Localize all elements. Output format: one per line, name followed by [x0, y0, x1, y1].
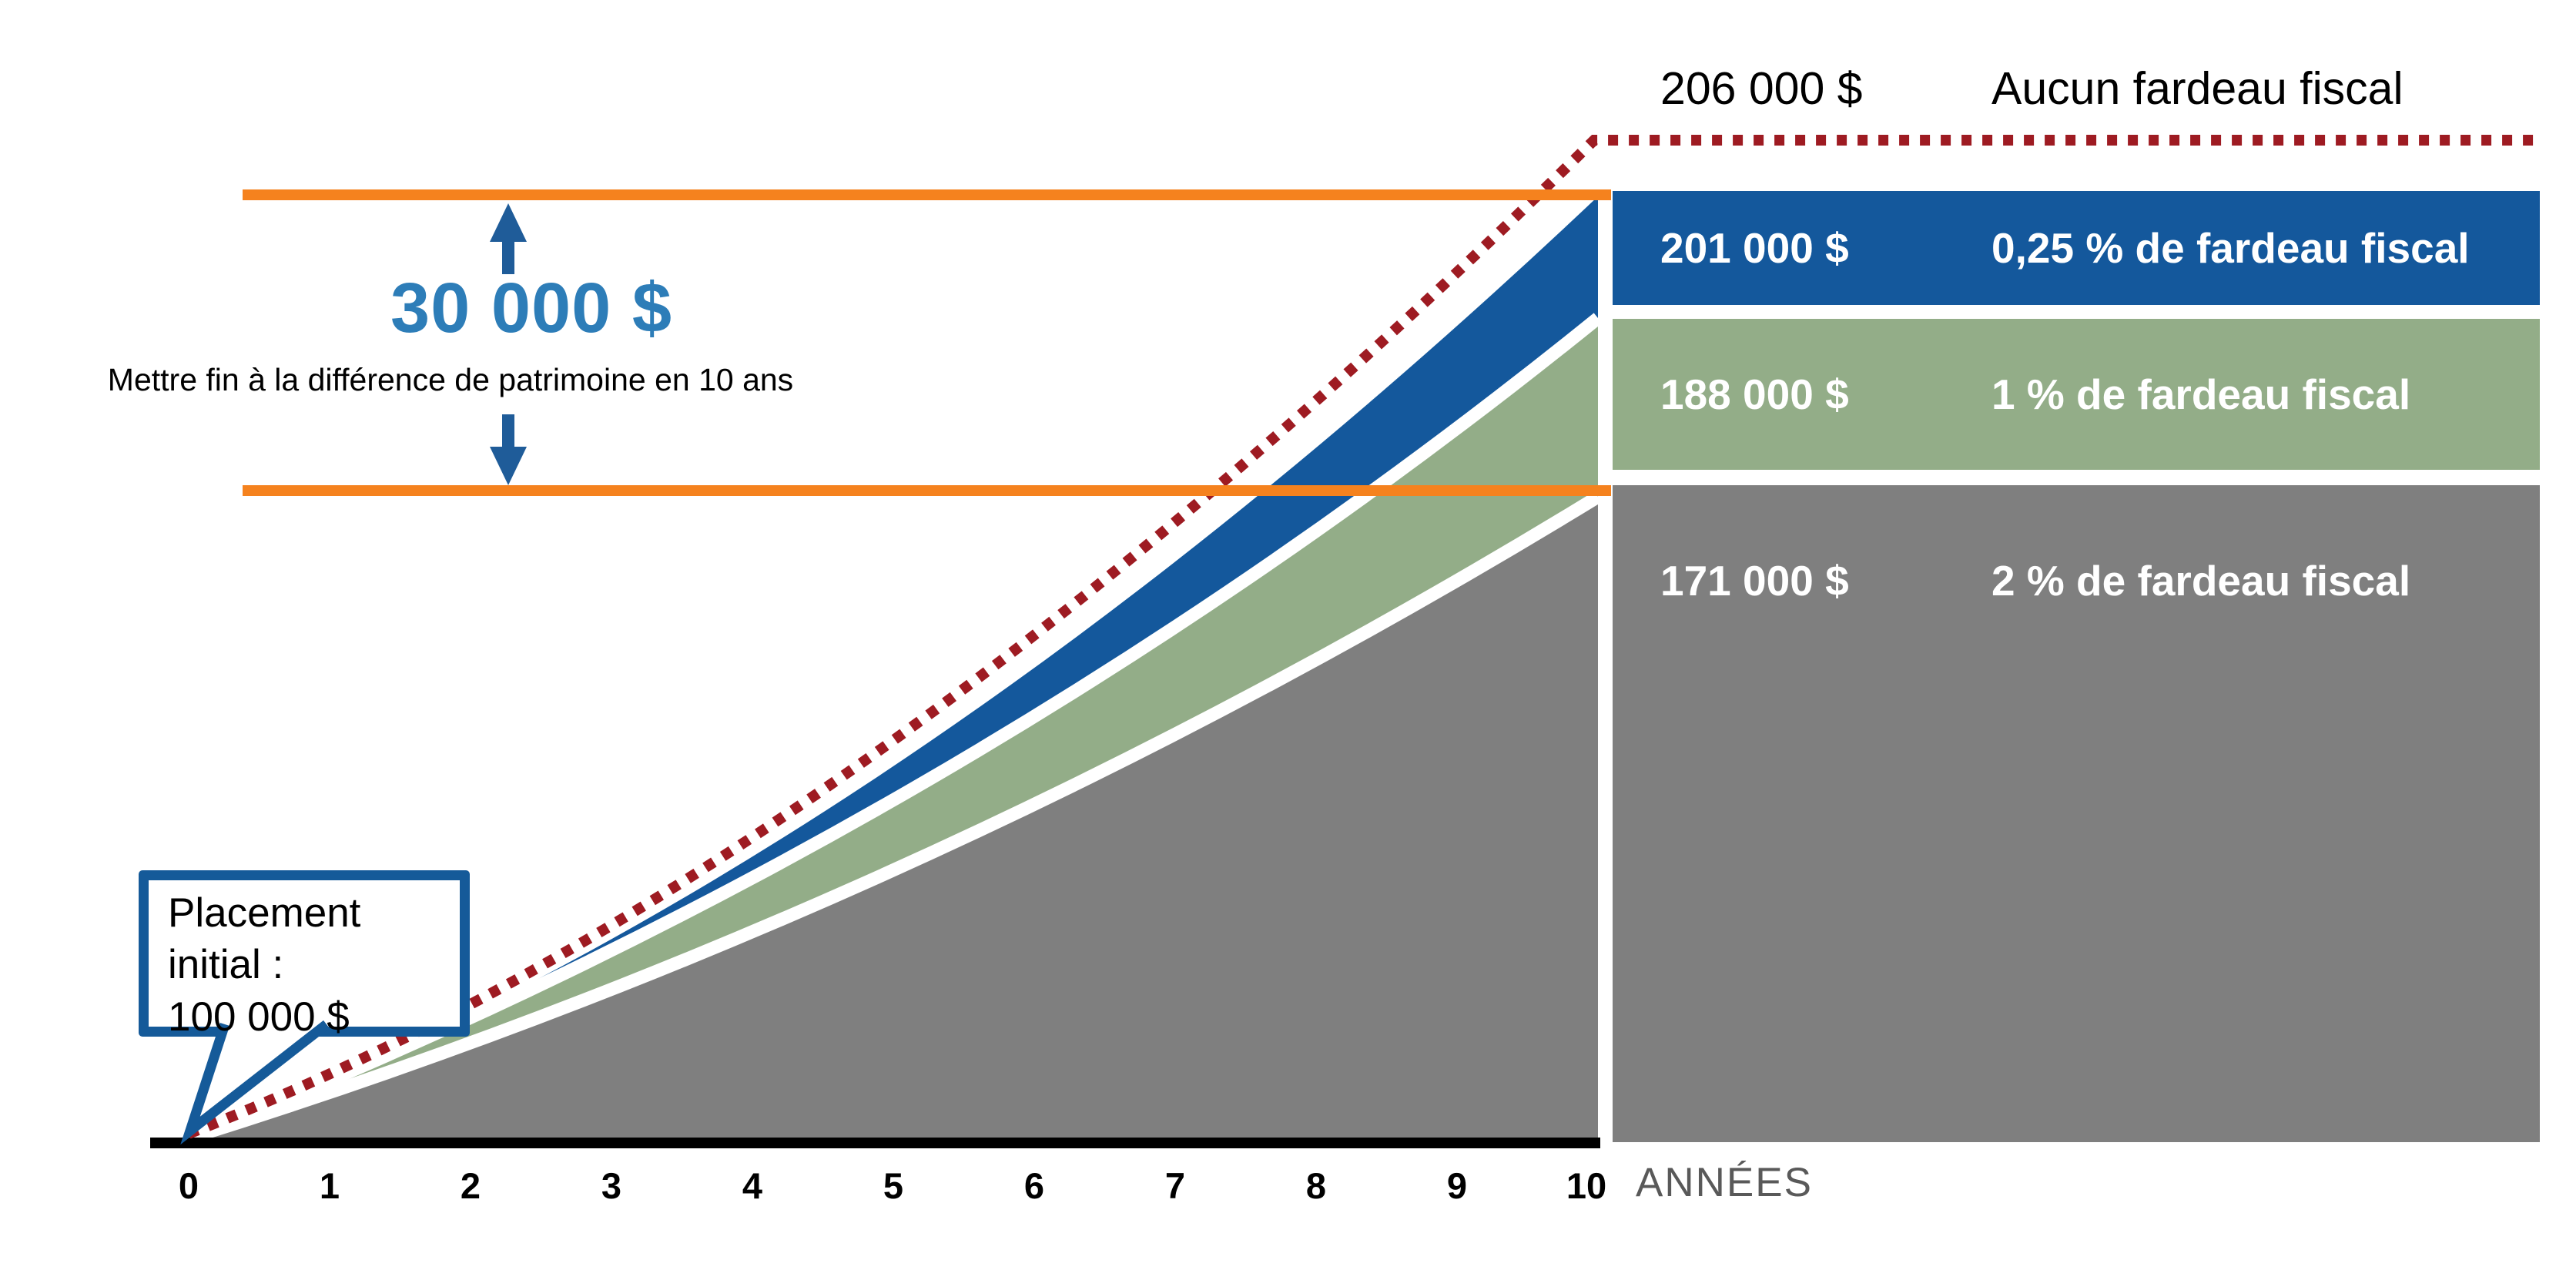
difference-note: Mettre fin à la différence de patrimoine… [107, 362, 794, 397]
orange-band-line-bottom [243, 485, 1611, 496]
x-tick-10: 10 [1566, 1165, 1607, 1206]
legend-label-no-tax: Aucun fardeau fiscal [1991, 63, 2403, 114]
x-tick-0: 0 [178, 1165, 199, 1206]
x-tick-8: 8 [1305, 1165, 1327, 1206]
x-tick-2: 2 [460, 1165, 481, 1206]
x-axis-line [150, 1138, 1600, 1148]
x-tick-4: 4 [742, 1165, 763, 1206]
legend-bar-2pct: 171 000 $ 2 % de fardeau fiscal [1613, 485, 2540, 1142]
initial-investment-callout [139, 870, 470, 1037]
legend-label-025pct: 0,25 % de fardeau fiscal [1991, 224, 2470, 272]
arrow-down-icon [490, 414, 527, 485]
arrow-up-icon [490, 203, 527, 274]
legend-label-1pct: 1 % de fardeau fiscal [1991, 370, 2411, 418]
x-tick-9: 9 [1446, 1165, 1468, 1206]
x-axis-title: ANNÉES [1636, 1160, 1813, 1205]
x-tick-5: 5 [883, 1165, 904, 1206]
legend-value-025pct: 201 000 $ [1660, 224, 1849, 272]
x-tick-1: 1 [319, 1165, 340, 1206]
initial-investment-line2: 100 000 $ [168, 994, 350, 1040]
legend-value-1pct: 188 000 $ [1660, 370, 1849, 418]
legend-value-2pct: 171 000 $ [1660, 557, 1849, 605]
dotted-series-no-tax [186, 135, 2534, 1139]
callout-tail [180, 1020, 330, 1145]
separator-blue-green [186, 313, 1603, 1144]
legend-row-no-tax: 206 000 $ Aucun fardeau fiscal [1613, 63, 2540, 114]
initial-investment-text: Placement initial : 100 000 $ [168, 887, 461, 1043]
difference-amount: 30 000 $ [390, 269, 673, 347]
legend-bar-025pct: 201 000 $ 0,25 % de fardeau fiscal [1613, 191, 2540, 305]
area-series-2pct [189, 497, 1598, 1138]
initial-investment-line1: Placement initial : [168, 890, 361, 988]
x-tick-3: 3 [601, 1165, 622, 1206]
legend-bar-1pct: 188 000 $ 1 % de fardeau fiscal [1613, 319, 2540, 470]
separator-green-gray [186, 491, 1602, 1145]
orange-band-line-top [243, 189, 1611, 200]
legend-label-2pct: 2 % de fardeau fiscal [1991, 557, 2411, 605]
legend-value-no-tax: 206 000 $ [1660, 63, 1863, 114]
x-tick-6: 6 [1023, 1165, 1045, 1206]
difference-arrows [490, 203, 527, 485]
x-tick-7: 7 [1164, 1165, 1186, 1206]
